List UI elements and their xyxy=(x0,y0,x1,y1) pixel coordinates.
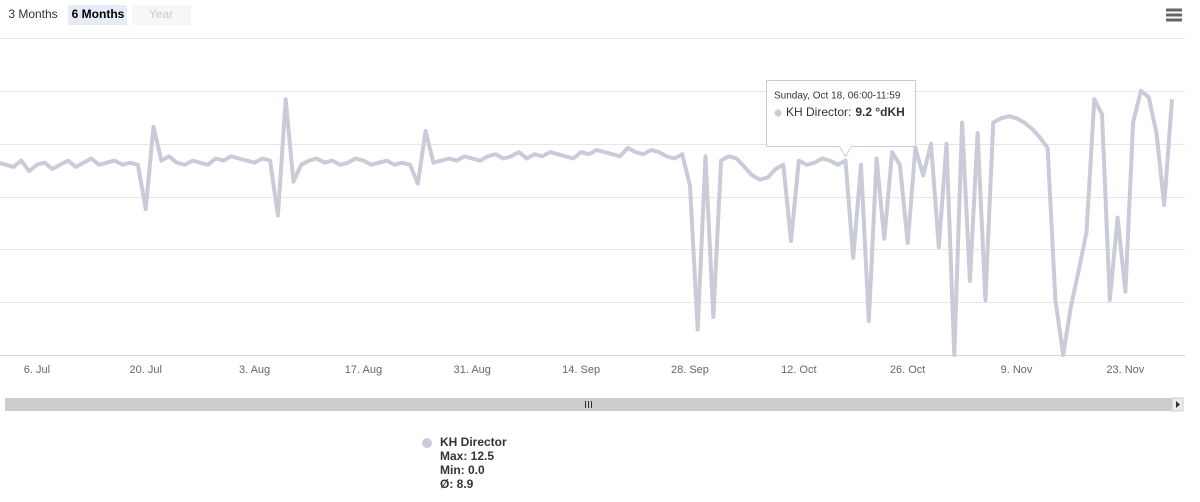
x-tick-label: 17. Aug xyxy=(345,364,382,376)
tooltip-value: 9.2 °dKH xyxy=(855,105,904,119)
x-tick-label: 23. Nov xyxy=(1106,364,1144,376)
range-button-selected[interactable] xyxy=(68,5,127,25)
x-tick-label: 12. Oct xyxy=(781,364,816,376)
x-tick-label: 6. Jul xyxy=(24,364,50,376)
range-button[interactable]: Year xyxy=(149,7,173,21)
scrollbar-grip xyxy=(585,401,592,408)
legend-stat: Ø: 8.9 xyxy=(440,477,474,491)
tooltip-header: Sunday, Oct 18, 06:00-11:59 xyxy=(774,91,901,102)
tooltip-marker xyxy=(774,109,782,117)
legend-stat: Min: 0.0 xyxy=(440,463,485,477)
range-button[interactable]: 3 Months xyxy=(8,7,57,21)
tooltip-series: KH Director: xyxy=(786,105,851,119)
legend-stat: Max: 12.5 xyxy=(440,449,494,463)
series-line xyxy=(0,88,1174,357)
scrollbar-arrow xyxy=(1176,401,1180,408)
x-tick-label: 3. Aug xyxy=(239,364,270,376)
tooltip-box xyxy=(766,80,916,158)
legend-marker xyxy=(422,438,432,448)
x-tick-label: 14. Sep xyxy=(562,364,600,376)
menu-button[interactable] xyxy=(1166,8,1182,22)
x-tick-label: 26. Oct xyxy=(890,364,925,376)
x-tick-label: 20. Jul xyxy=(130,364,162,376)
x-tick-label: 9. Nov xyxy=(1001,364,1033,376)
range-button-disabled[interactable] xyxy=(132,5,191,25)
scrollbar[interactable] xyxy=(5,398,1183,411)
range-button[interactable]: 6 Months xyxy=(72,7,125,21)
x-tick-label: 31. Aug xyxy=(454,364,491,376)
legend-label: KH Director xyxy=(440,435,507,449)
x-tick-label: 28. Sep xyxy=(671,364,709,376)
